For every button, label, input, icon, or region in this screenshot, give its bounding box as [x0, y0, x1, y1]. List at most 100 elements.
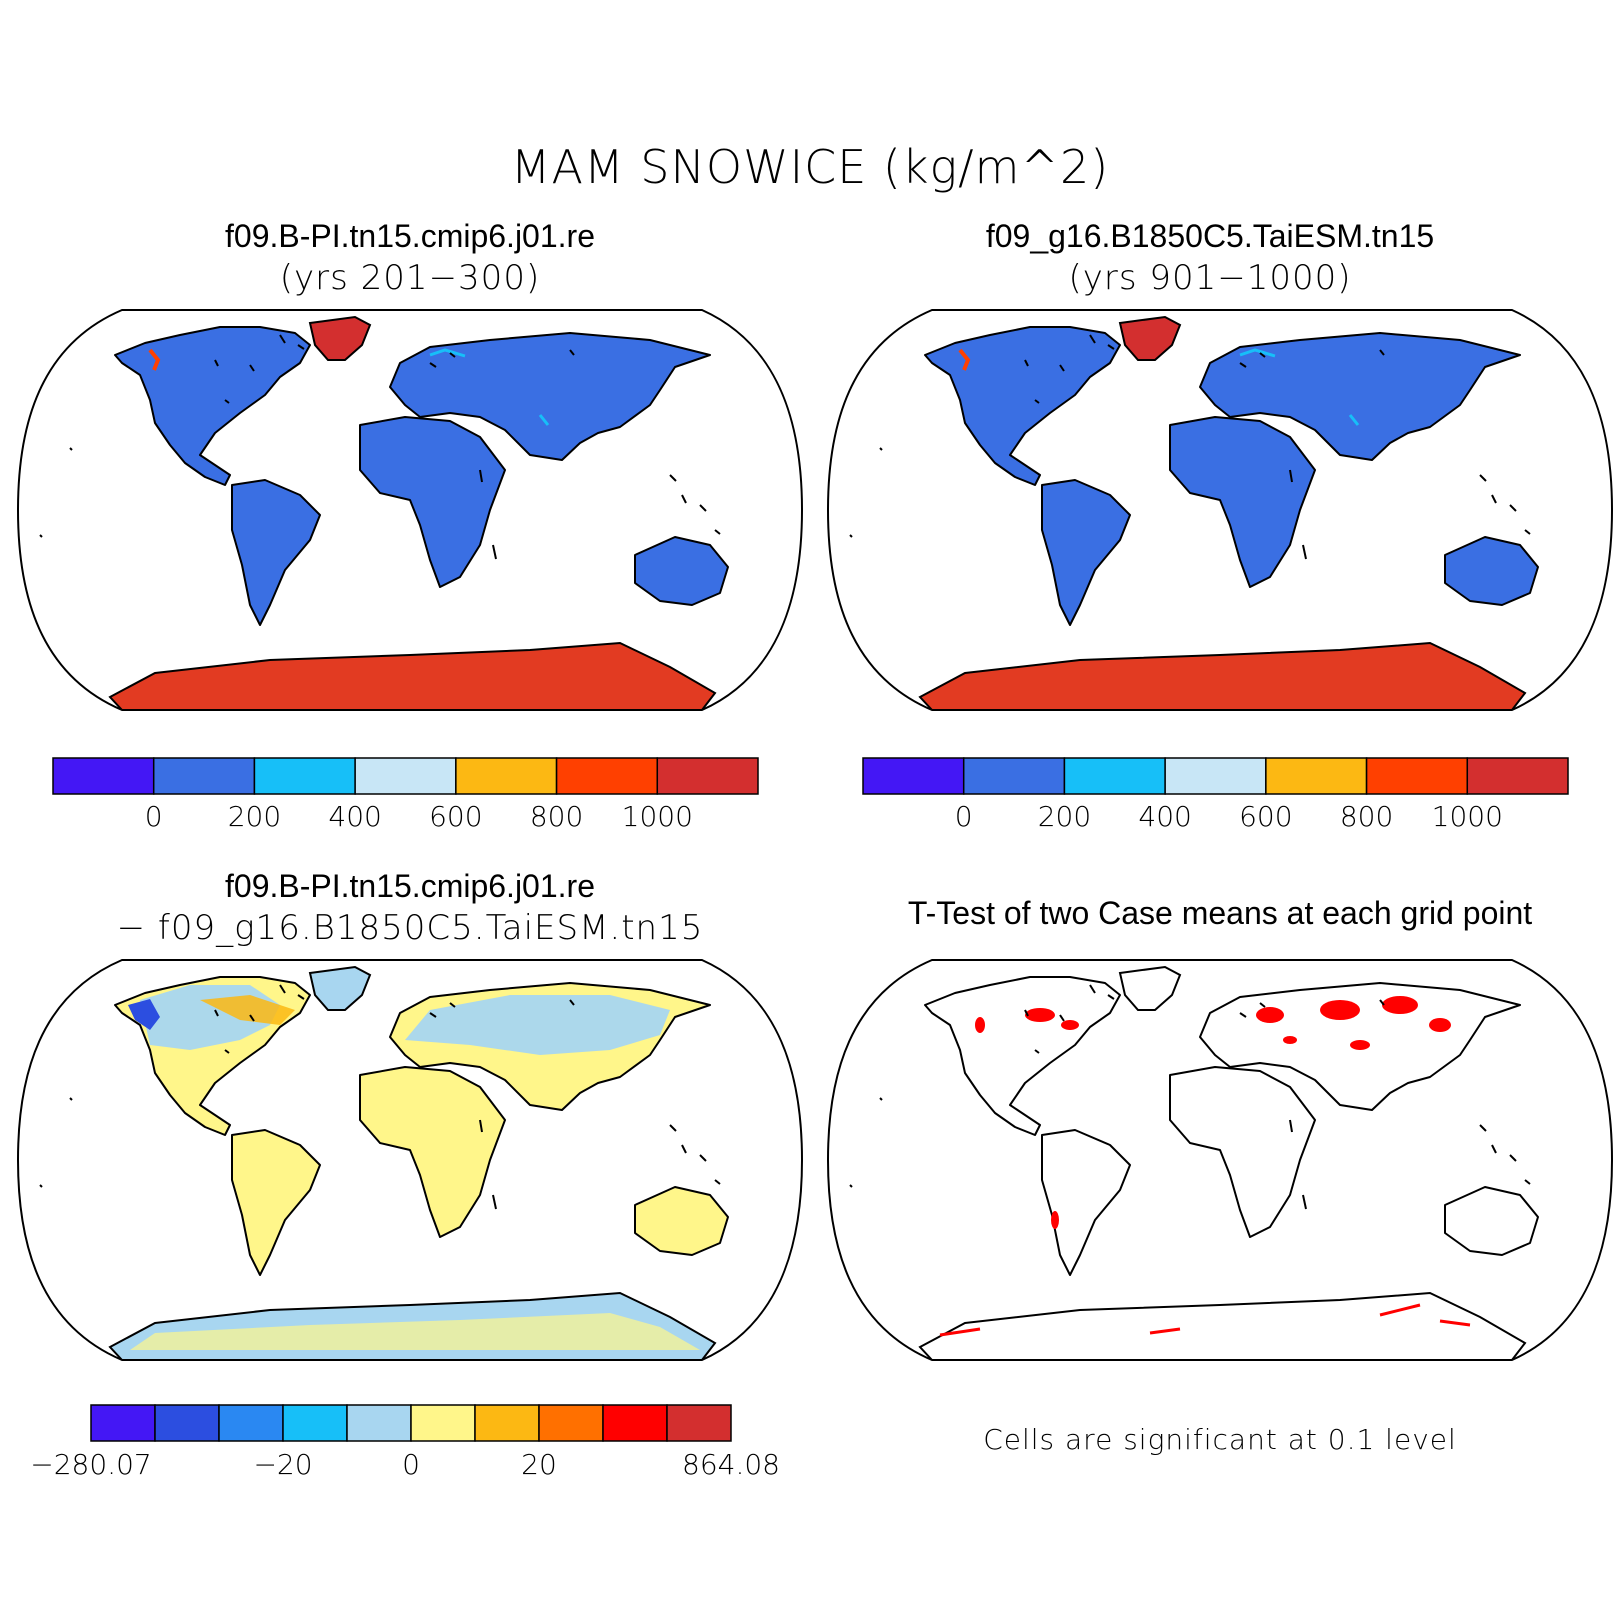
- map-difference: [10, 955, 810, 1365]
- colorbar-label: 400: [328, 800, 382, 833]
- colorbar-box: [410, 1404, 476, 1442]
- land-southAmerica: [231, 1129, 321, 1276]
- colorbar-box: [1063, 757, 1166, 795]
- panel2-subtitle: (yrs 901−1000): [1068, 258, 1352, 298]
- land-eurasia: [389, 332, 711, 461]
- panel4-title: T-Test of two Case means at each grid po…: [907, 895, 1533, 931]
- significant-cell: [1429, 1018, 1451, 1032]
- land-antarctica: [108, 641, 717, 710]
- land-africa: [1169, 1066, 1316, 1238]
- land-eurasia: [1199, 332, 1521, 461]
- anomaly-negative-alaska: [128, 999, 160, 1030]
- coastline-islands: [39, 984, 721, 1210]
- coastline-islands: [849, 334, 1531, 560]
- significant-cell: [1283, 1036, 1297, 1044]
- colorbar-label: 600: [1239, 800, 1293, 833]
- significant-cell: [939, 1303, 1471, 1337]
- significant-cell: [975, 1017, 985, 1033]
- anomaly-positive-antarctica: [130, 1313, 700, 1350]
- panel2-title: f09_g16.B1850C5.TaiESM.tn15: [985, 218, 1435, 254]
- anomaly-negative-eurasia: [405, 995, 670, 1055]
- colorbar-label: 200: [227, 800, 282, 833]
- colorbar-label: 1000: [621, 800, 693, 833]
- coastline-islands: [849, 984, 1531, 1210]
- land-australia: [634, 536, 729, 606]
- mid-value-tibet: [1348, 414, 1360, 426]
- land-greenland: [308, 315, 372, 361]
- mid-value-scandinavia: [1239, 348, 1276, 358]
- land-antarctica: [918, 1291, 1527, 1360]
- colorbar-box: [346, 1404, 412, 1442]
- colorbar-label: −20: [253, 1448, 313, 1481]
- colorbar-box: [282, 1404, 348, 1442]
- colorbar-case1: [52, 757, 759, 795]
- land-southAmerica: [231, 479, 321, 626]
- panel1-title: f09.B-PI.tn15.cmip6.j01.re: [225, 218, 595, 254]
- colorbar-label: 400: [1138, 800, 1192, 833]
- high-value-alaska: [958, 348, 971, 371]
- colorbar-box: [962, 757, 1066, 795]
- significant-cell: [1061, 1020, 1079, 1030]
- map-ttest: [820, 955, 1620, 1365]
- colorbar-box: [1365, 757, 1469, 795]
- colorbar-box: [1265, 757, 1368, 795]
- significant-cell: [1320, 1000, 1360, 1020]
- colorbar-box: [1164, 757, 1267, 795]
- significant-cell: [1350, 1040, 1370, 1050]
- map-case1: [10, 305, 810, 715]
- colorbar-label: 800: [529, 800, 584, 833]
- colorbar-label: 0: [402, 1448, 420, 1481]
- colorbar-case2: [862, 757, 1569, 795]
- colorbar-box: [90, 1404, 156, 1442]
- significance-note: Cells are significant at 0.1 level: [983, 1423, 1457, 1456]
- colorbar-box: [555, 757, 659, 795]
- colorbar-box: [474, 1404, 540, 1442]
- colorbar-box: [152, 757, 256, 795]
- significant-cell: [1051, 1211, 1059, 1229]
- figure-title: MAM SNOWICE (kg/m^2): [510, 140, 1110, 194]
- colorbar-label: 200: [1037, 800, 1092, 833]
- mid-value-scandinavia: [429, 348, 466, 358]
- colorbar-box: [253, 757, 356, 795]
- colorbar-box: [52, 757, 155, 795]
- colorbar-box: [862, 757, 965, 795]
- colorbar-label: −280.07: [30, 1448, 152, 1481]
- colorbar-box: [656, 757, 759, 795]
- panel1-subtitle: (yrs 201−300): [279, 258, 541, 298]
- land-northAmerica: [924, 326, 1121, 486]
- map-border: [826, 309, 1614, 711]
- land-greenland: [1118, 965, 1182, 1011]
- mid-value-tibet: [538, 414, 550, 426]
- land-southAmerica: [1041, 479, 1131, 626]
- map-case2: [820, 305, 1620, 715]
- colorbar-label: 1000: [1431, 800, 1503, 833]
- colorbar-label: 20: [521, 1448, 557, 1481]
- colorbar-label: 0: [144, 800, 163, 833]
- colorbar-box: [154, 1404, 220, 1442]
- coastline-islands: [39, 334, 721, 560]
- significant-cell: [1256, 1007, 1284, 1023]
- land-australia: [1444, 536, 1539, 606]
- colorbar-box: [602, 1404, 668, 1442]
- colorbar-box: [1466, 757, 1569, 795]
- land-northAmerica: [924, 976, 1121, 1136]
- high-value-alaska: [148, 348, 161, 371]
- land-africa: [1169, 416, 1316, 588]
- land-africa: [359, 1066, 506, 1238]
- land-africa: [359, 416, 506, 588]
- land-greenland: [308, 965, 372, 1011]
- land-northAmerica: [114, 326, 311, 486]
- land-greenland: [1118, 315, 1182, 361]
- colorbar-label: 864.08: [682, 1448, 780, 1481]
- significant-cell: [1382, 996, 1418, 1014]
- significant-cell: [1025, 1008, 1055, 1022]
- land-southAmerica: [1041, 1129, 1131, 1276]
- colorbar-box: [455, 757, 558, 795]
- colorbar-label: 800: [1339, 800, 1394, 833]
- land-antarctica: [918, 641, 1527, 710]
- colorbar-box: [538, 1404, 604, 1442]
- anomaly-positive-canada: [200, 995, 295, 1025]
- colorbar-box: [666, 1404, 732, 1442]
- colorbar-box: [218, 1404, 284, 1442]
